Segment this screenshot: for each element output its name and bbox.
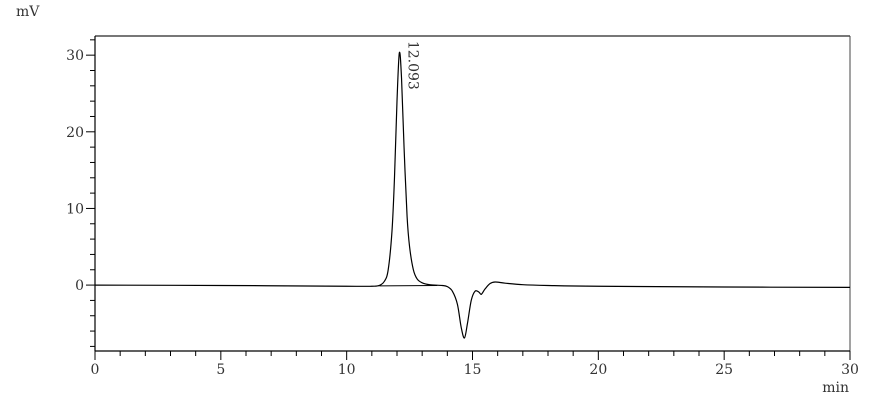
y-tick-label: 10: [66, 201, 84, 217]
y-tick-label: 20: [66, 125, 84, 141]
y-axis-label: mV: [16, 4, 40, 20]
x-tick-label: 15: [464, 362, 482, 378]
x-axis-label: min: [822, 380, 849, 396]
x-tick-label: 5: [216, 362, 225, 378]
x-tick-label: 10: [338, 362, 356, 378]
x-tick-label: 20: [589, 362, 607, 378]
y-tick-label: 30: [66, 48, 84, 64]
x-tick-label: 30: [841, 362, 859, 378]
x-tick-label: 0: [91, 362, 100, 378]
ticks: 0 5 10 15 20 25 30 0 10 20 30: [66, 39, 859, 378]
x-tick-label: 25: [715, 362, 733, 378]
peak-retention-time-label: 12.093: [404, 41, 420, 90]
signal-trace: [94, 51, 851, 339]
axes: [94, 35, 851, 352]
y-tick-label: 0: [75, 278, 84, 294]
plot-area: 12.093: [94, 41, 851, 339]
